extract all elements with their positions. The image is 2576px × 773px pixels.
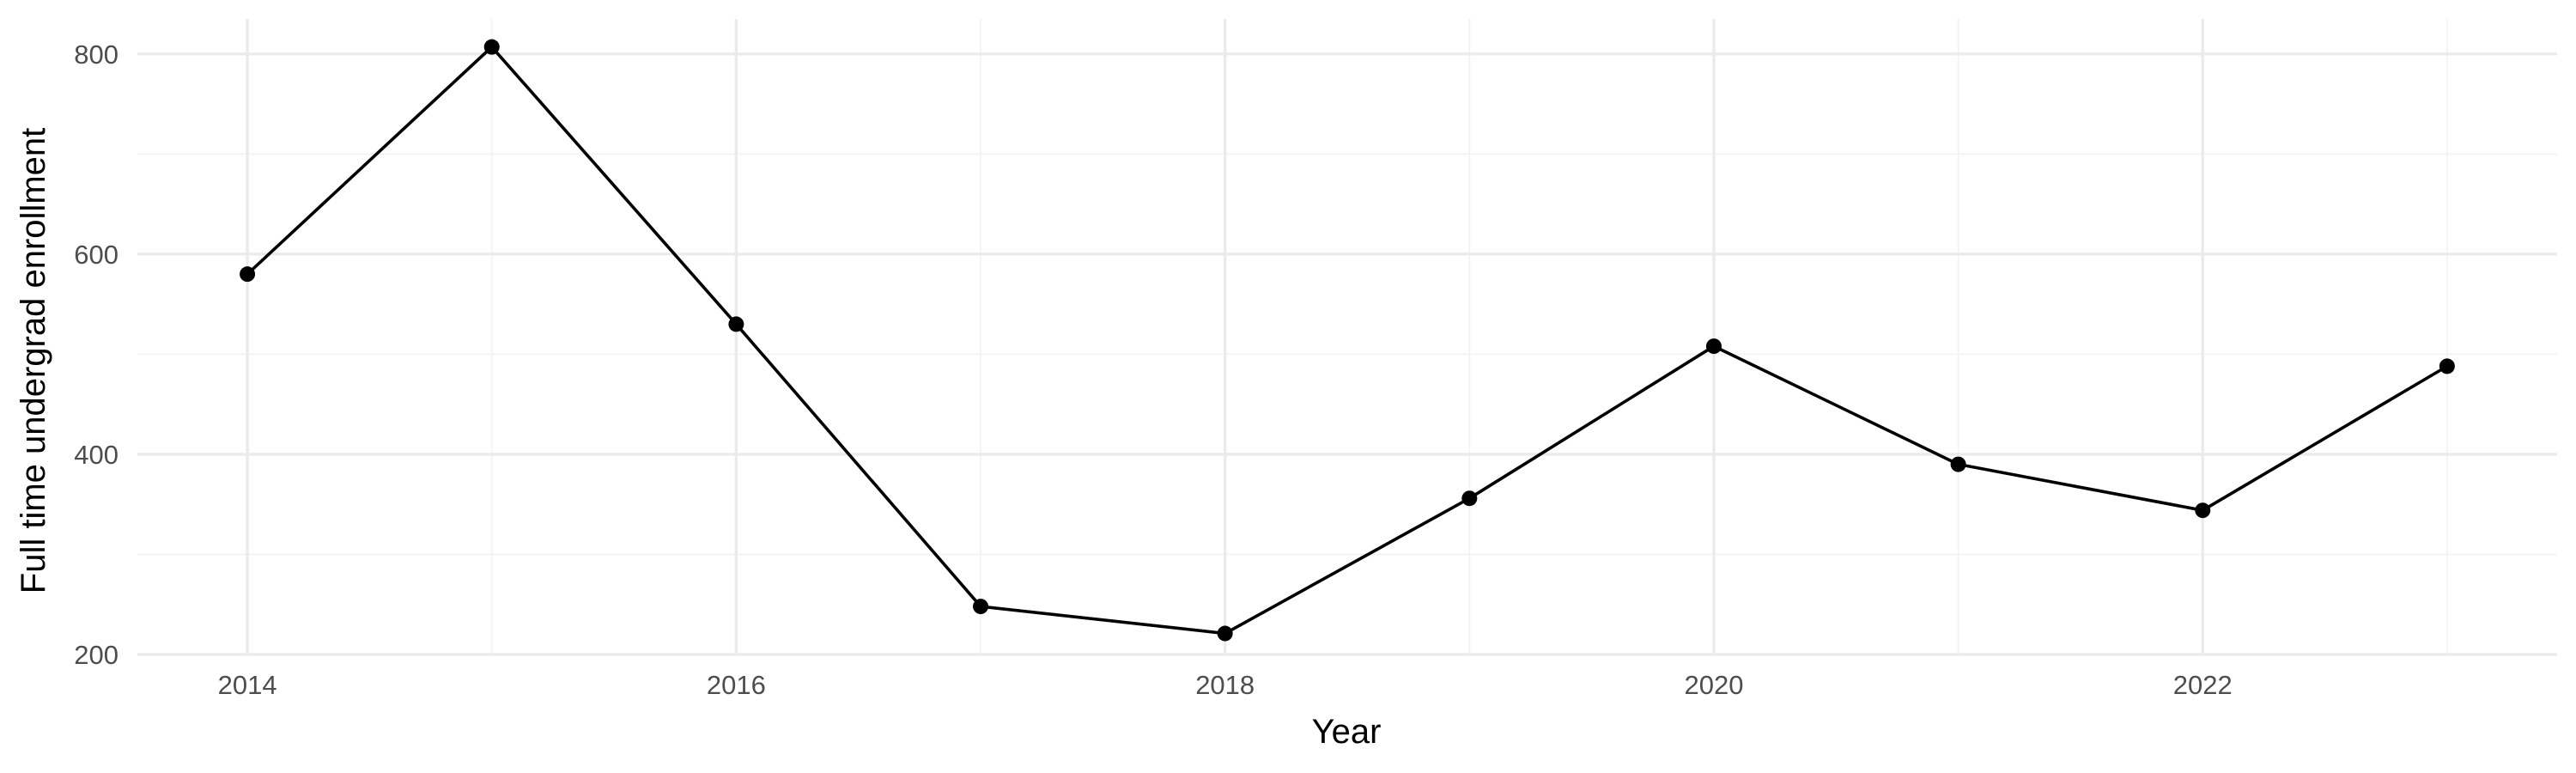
data-point-2018 <box>1217 625 1233 642</box>
x-tick-label: 2018 <box>1195 670 1255 700</box>
y-tick-label: 600 <box>74 240 118 270</box>
x-tick-label: 2014 <box>218 670 277 700</box>
x-tick-label: 2016 <box>707 670 766 700</box>
y-tick-label: 200 <box>74 640 118 670</box>
series-layer <box>246 45 2449 636</box>
data-point-2023 <box>2439 358 2455 374</box>
data-point-2015 <box>483 39 500 55</box>
x-tick-label: 2022 <box>2173 670 2233 700</box>
data-point-2014 <box>240 266 256 283</box>
x-axis-title: Year <box>1312 713 1382 751</box>
data-point-2017 <box>973 599 989 615</box>
data-point-2019 <box>1461 490 1478 507</box>
y-tick-label: 400 <box>74 440 118 470</box>
x-tick-label: 2020 <box>1684 670 1743 700</box>
data-point-2016 <box>728 316 744 332</box>
x-tick-labels: 2014 2016 2018 2020 2022 <box>218 670 2233 700</box>
data-point-2022 <box>2195 502 2211 519</box>
minor-gridlines <box>137 19 2557 654</box>
y-axis-title: Full time undergrad enrollment <box>15 128 52 593</box>
y-tick-label: 800 <box>74 40 118 70</box>
y-tick-labels: 200 400 600 800 <box>74 40 118 670</box>
data-point-2021 <box>1950 456 1966 472</box>
data-points <box>240 39 2455 642</box>
major-gridlines <box>137 19 2557 656</box>
series-line <box>246 45 2449 636</box>
data-point-2020 <box>1705 338 1722 355</box>
